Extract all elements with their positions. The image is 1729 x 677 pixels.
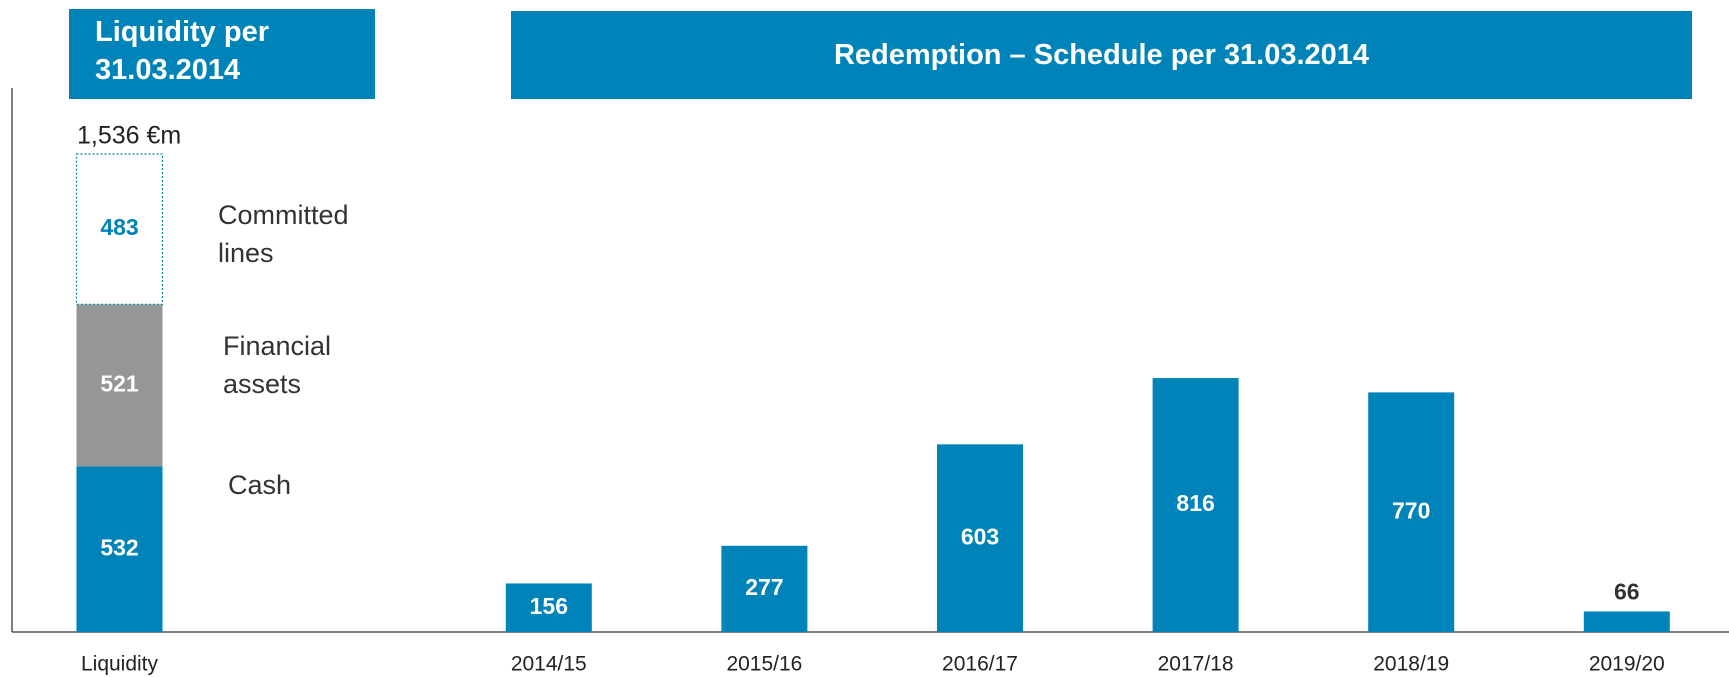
value-label: 521 [100,370,139,396]
x-tick-label: 2016/17 [942,653,1018,676]
x-tick-label: 2017/18 [1158,653,1234,676]
bar [505,583,592,632]
bar-segment [76,304,163,467]
value-label: 770 [1392,497,1430,523]
bar [937,444,1023,632]
value-label: 532 [100,534,138,560]
bar-segment [75,153,164,305]
x-tick-label: 2015/16 [726,653,802,676]
value-label: 483 [100,214,138,240]
x-tick-label: 2014/15 [511,653,587,676]
legend-label: Cash [228,470,292,501]
value-label: 603 [961,523,999,549]
value-label: 277 [745,574,783,600]
bar-segment [76,466,163,632]
legend-label: Financial assets [223,331,332,400]
x-tick-label: 2018/19 [1373,653,1449,676]
bar [1583,611,1670,632]
value-label: 816 [1176,490,1214,516]
redemption-title: Redemption – Schedule per 31.03.2014 [511,11,1692,99]
bar [1368,392,1455,632]
bar [1152,378,1239,632]
x-tick-label: 2019/20 [1589,653,1665,676]
value-label: 66 [1614,579,1640,605]
bar [721,545,808,632]
value-label: 156 [530,593,568,619]
legend-label: Committed lines [218,200,349,269]
total-label: 1,536 €m [77,122,181,150]
x-tick-label: Liquidity [81,653,159,676]
liquidity-title: Liquidity per 31.03.2014 [69,9,375,99]
